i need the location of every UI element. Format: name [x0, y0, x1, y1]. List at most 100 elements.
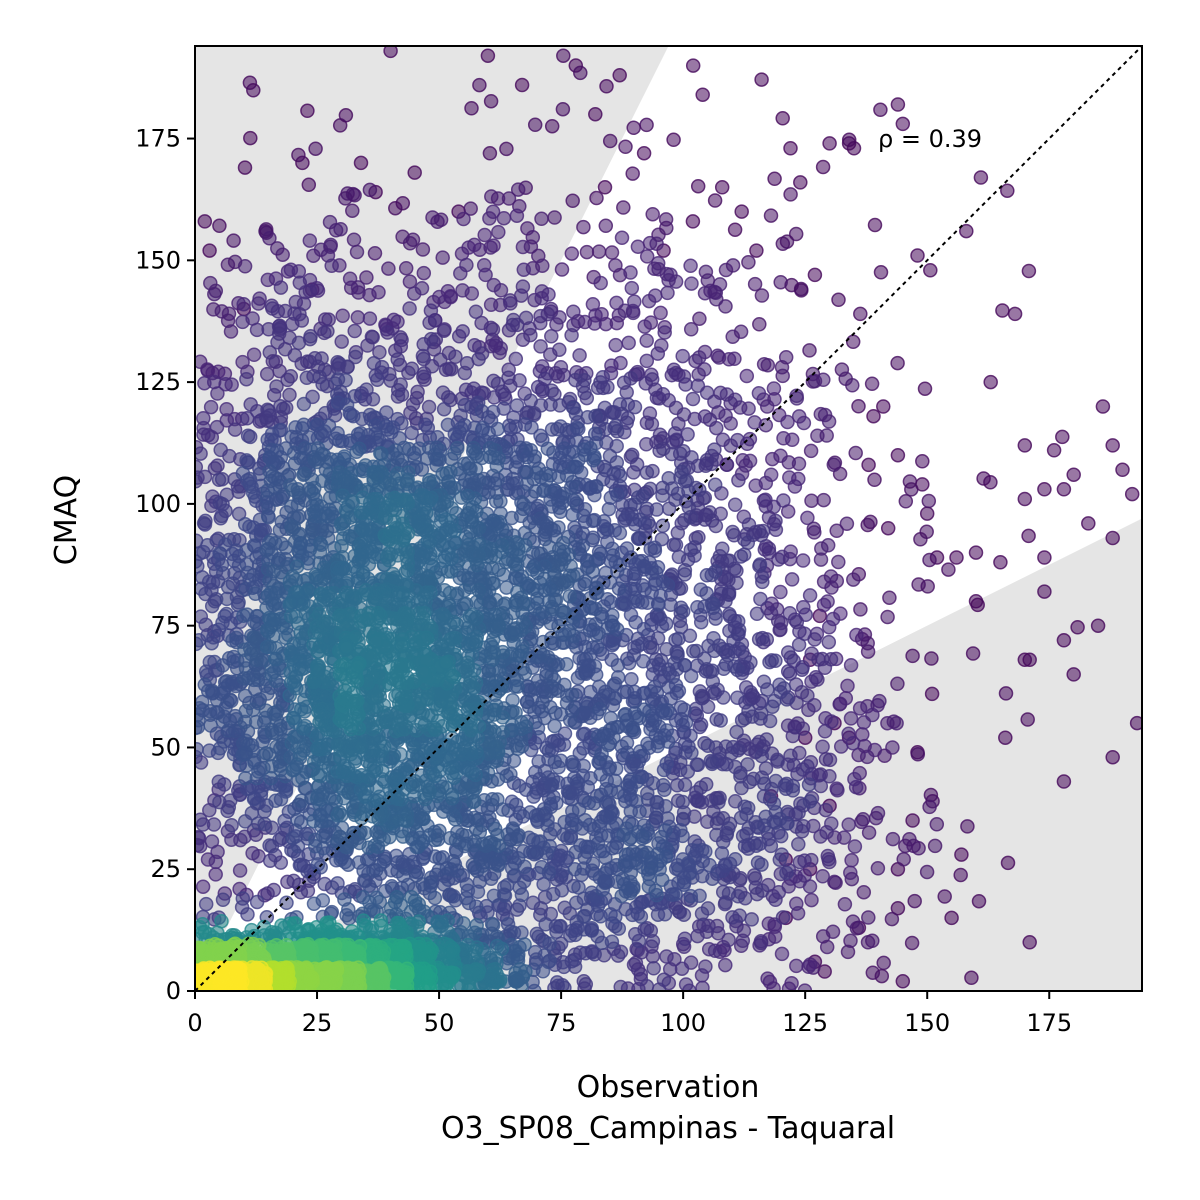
- scatter-point: [259, 366, 275, 382]
- scatter-point: [372, 857, 388, 873]
- scatter-point: [843, 865, 858, 880]
- scatter-point: [674, 961, 690, 976]
- scatter-point: [739, 368, 755, 384]
- scatter-point: [300, 103, 315, 119]
- scatter-point: [591, 244, 607, 259]
- scatter-point: [223, 324, 239, 339]
- scatter-point: [585, 640, 601, 655]
- scatter-point: [794, 662, 810, 677]
- scatter-point: [235, 314, 250, 330]
- scatter-point: [708, 564, 723, 579]
- scatter-point: [523, 327, 538, 343]
- scatter-point: [800, 688, 815, 703]
- scatter-point: [312, 369, 327, 385]
- scatter-point: [845, 378, 860, 393]
- scatter-point: [526, 453, 542, 468]
- scatter-point: [597, 180, 613, 195]
- scatter-point: [486, 888, 502, 904]
- scatter-point: [685, 58, 701, 73]
- scatter-point: [195, 446, 208, 461]
- scatter-point: [949, 550, 964, 565]
- scatter-point: [294, 793, 309, 809]
- scatter-point: [735, 933, 751, 949]
- scatter-point: [635, 828, 650, 844]
- scatter-point: [829, 523, 844, 539]
- scatter-point: [718, 957, 733, 973]
- scatter-point: [483, 297, 499, 312]
- scatter-point: [486, 238, 501, 253]
- scatter-point: [553, 359, 569, 375]
- scatter-point: [873, 265, 889, 280]
- scatter-point: [600, 522, 615, 537]
- scatter-point: [816, 597, 832, 613]
- scatter-point: [624, 447, 640, 463]
- scatter-point: [1055, 429, 1070, 445]
- scatter-point: [818, 802, 834, 818]
- scatter-point: [941, 562, 956, 577]
- scatter-point: [731, 641, 747, 657]
- scatter-point: [802, 588, 818, 603]
- scatter-point: [657, 728, 672, 743]
- scatter-point: [593, 275, 608, 291]
- scatter-point: [374, 446, 389, 462]
- scatter-point: [599, 79, 614, 94]
- scatter-point: [623, 772, 639, 787]
- scatter-point: [338, 502, 354, 518]
- scatter-point: [509, 317, 525, 333]
- scatter-point: [832, 696, 847, 712]
- scatter-point: [395, 854, 410, 869]
- scatter-point: [573, 65, 588, 81]
- scatter-point: [220, 257, 236, 272]
- scatter-point: [627, 294, 642, 309]
- scatter-point: [762, 654, 777, 670]
- scatter-point: [537, 482, 552, 498]
- scatter-point: [285, 830, 300, 846]
- scatter-point: [821, 634, 837, 650]
- scatter-point: [370, 793, 386, 809]
- scatter-point: [264, 426, 280, 442]
- scatter-point: [505, 605, 521, 621]
- scatter-point: [474, 315, 489, 331]
- scatter-point: [544, 329, 559, 344]
- scatter-point: [467, 793, 482, 809]
- scatter-point: [802, 794, 818, 809]
- scatter-point: [754, 288, 770, 303]
- scatter-point: [369, 429, 385, 445]
- scatter-point: [673, 700, 689, 715]
- scatter-point: [552, 342, 567, 357]
- scatter-point: [645, 206, 660, 222]
- scatter-point: [388, 443, 404, 458]
- scatter-point: [740, 535, 756, 551]
- scatter-point: [965, 646, 981, 661]
- scatter-point: [476, 258, 492, 273]
- scatter-point: [197, 214, 213, 229]
- scatter-point: [790, 905, 806, 921]
- scatter-point: [649, 502, 664, 517]
- scatter-point: [929, 817, 945, 832]
- scatter-point: [349, 244, 365, 260]
- scatter-point: [204, 834, 220, 849]
- scatter-point: [775, 368, 790, 384]
- scatter-point: [246, 347, 262, 363]
- scatter-point: [1037, 482, 1052, 497]
- scatter-point: [890, 676, 905, 692]
- scatter-point: [456, 211, 471, 227]
- scatter-point: [469, 557, 485, 573]
- scatter-point: [308, 508, 323, 524]
- scatter-point: [1056, 774, 1072, 789]
- scatter-point: [566, 304, 581, 319]
- scatter-point: [726, 528, 742, 543]
- scatter-point: [766, 981, 781, 991]
- scatter-point: [459, 257, 474, 273]
- scatter-point: [624, 280, 640, 296]
- scatter-point: [602, 133, 618, 149]
- scatter-point: [499, 141, 514, 157]
- scatter-point: [425, 210, 440, 225]
- scatter-point: [415, 877, 430, 892]
- scatter-point: [450, 441, 465, 456]
- scatter-point: [330, 354, 345, 370]
- scatter-point: [390, 812, 405, 828]
- scatter-point: [567, 862, 583, 877]
- scatter-point: [240, 907, 255, 922]
- scatter-point: [596, 688, 612, 704]
